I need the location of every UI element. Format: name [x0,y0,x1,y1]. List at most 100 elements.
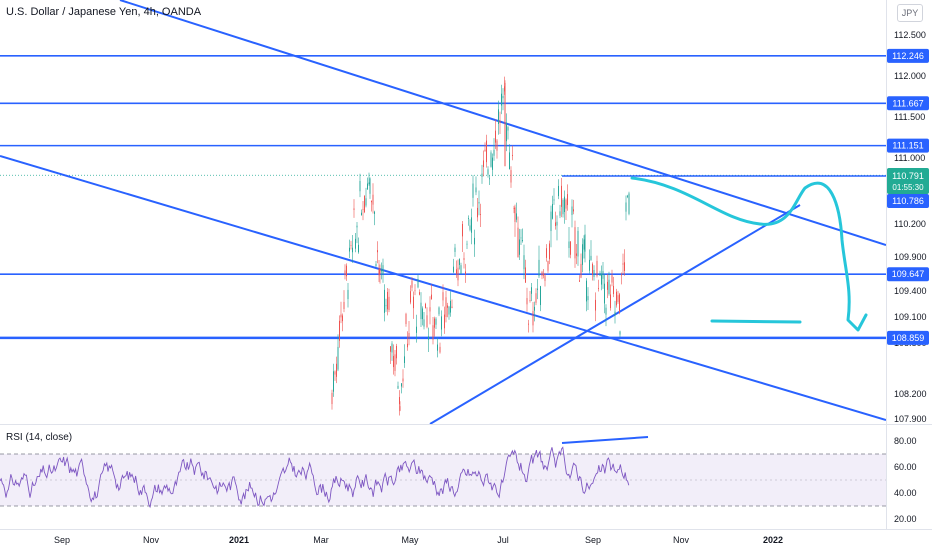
candle-body [513,208,515,209]
candle-body [411,280,413,288]
candle-body [564,196,565,212]
candle-body [407,343,408,348]
candle-body [619,294,620,313]
candle-body [611,275,613,283]
candle-body [420,302,422,320]
candle-body [414,290,416,292]
candle-body [462,224,463,237]
candle-body [596,260,598,276]
candle-body [624,262,625,271]
candle-body [472,183,474,198]
candle-body [460,265,462,274]
rsi-axis-tick: 80.00 [894,436,917,446]
candle-body [353,208,355,210]
candle-body [397,385,399,389]
candle-body [529,299,531,301]
candle-body [431,294,432,300]
candle-body [384,289,385,313]
price-axis-tick: 109.100 [894,312,927,322]
candle-body [546,248,547,258]
projection-arrow [630,176,868,332]
candle-body [438,307,440,315]
candle-body [401,383,402,387]
rsi-indicator-label[interactable]: RSI (14, close) [6,432,73,443]
candle-body [483,160,484,168]
candle-body [390,346,391,352]
rsi-axis-tick: 20.00 [894,514,917,524]
candle-body [432,325,434,340]
candle-body [582,244,583,265]
candle-body [568,241,570,249]
time-axis-tick: May [401,535,419,545]
price-level-tag-label: 109.647 [892,269,925,279]
candle-body [444,314,445,329]
prev-close-tag-label: 110.786 [892,196,924,206]
candle-body [347,289,349,300]
candle-body [559,211,561,216]
price-level-tag-label: 108.859 [892,333,925,343]
candles [331,76,630,416]
candle-body [592,263,593,275]
candle-body [540,286,541,306]
candle-body [457,267,459,281]
candle-body [537,288,538,290]
price-axis-tick: 112.000 [894,71,926,81]
currency-badge[interactable]: JPY [897,4,923,22]
candle-body [471,217,472,233]
candle-body [388,296,390,310]
rsi-line [0,446,630,509]
price-axis-tick: 109.400 [894,286,927,296]
candle-body [374,211,375,214]
candle-body [556,221,558,226]
candle-body [410,291,411,303]
rsi-pane [0,436,886,509]
candle-body [350,245,352,246]
candle-body [610,294,611,309]
candle-body [616,291,617,306]
candle-body [466,243,468,245]
candle-body [543,273,544,276]
candle-body [613,285,614,295]
rsi-axis-tick: 40.00 [894,488,917,498]
price-axis-tick: 108.200 [894,389,927,399]
candle-body [448,306,450,315]
candle-body [394,354,396,371]
price-pane [0,0,886,424]
price-axis-tick: 111.000 [894,153,925,163]
time-axis-tick: Sep [585,535,601,545]
candle-body [343,301,345,309]
candle-body [451,306,453,308]
candle-body [614,311,616,316]
candle-body [490,152,492,167]
candle-body [434,318,435,328]
price-level-tag [887,267,929,282]
candle-body [595,299,596,311]
candle-body [375,264,377,267]
candle-body [402,378,404,382]
candle-body [622,263,624,265]
candle-body [435,318,437,325]
candle-body [570,241,571,255]
candle-body [587,296,589,301]
candle-body [478,201,480,204]
candle-body [456,269,457,274]
candle-body [396,345,397,359]
candle-body [590,255,592,260]
price-level-tag-label: 111.151 [892,141,923,151]
candle-body [507,127,509,131]
candle-body [333,371,334,392]
candle-body [579,280,580,282]
candle-body [522,239,523,242]
candle-body [334,371,336,375]
price-level-tag [887,330,929,345]
candle-body [534,306,535,311]
candle-body [477,207,478,218]
price-level-tag [887,138,929,153]
candle-body [523,255,525,270]
candle-body [506,123,507,142]
candle-body [552,204,553,219]
candle-body [468,218,469,219]
candle-body [573,209,574,212]
candle-body [520,237,522,239]
